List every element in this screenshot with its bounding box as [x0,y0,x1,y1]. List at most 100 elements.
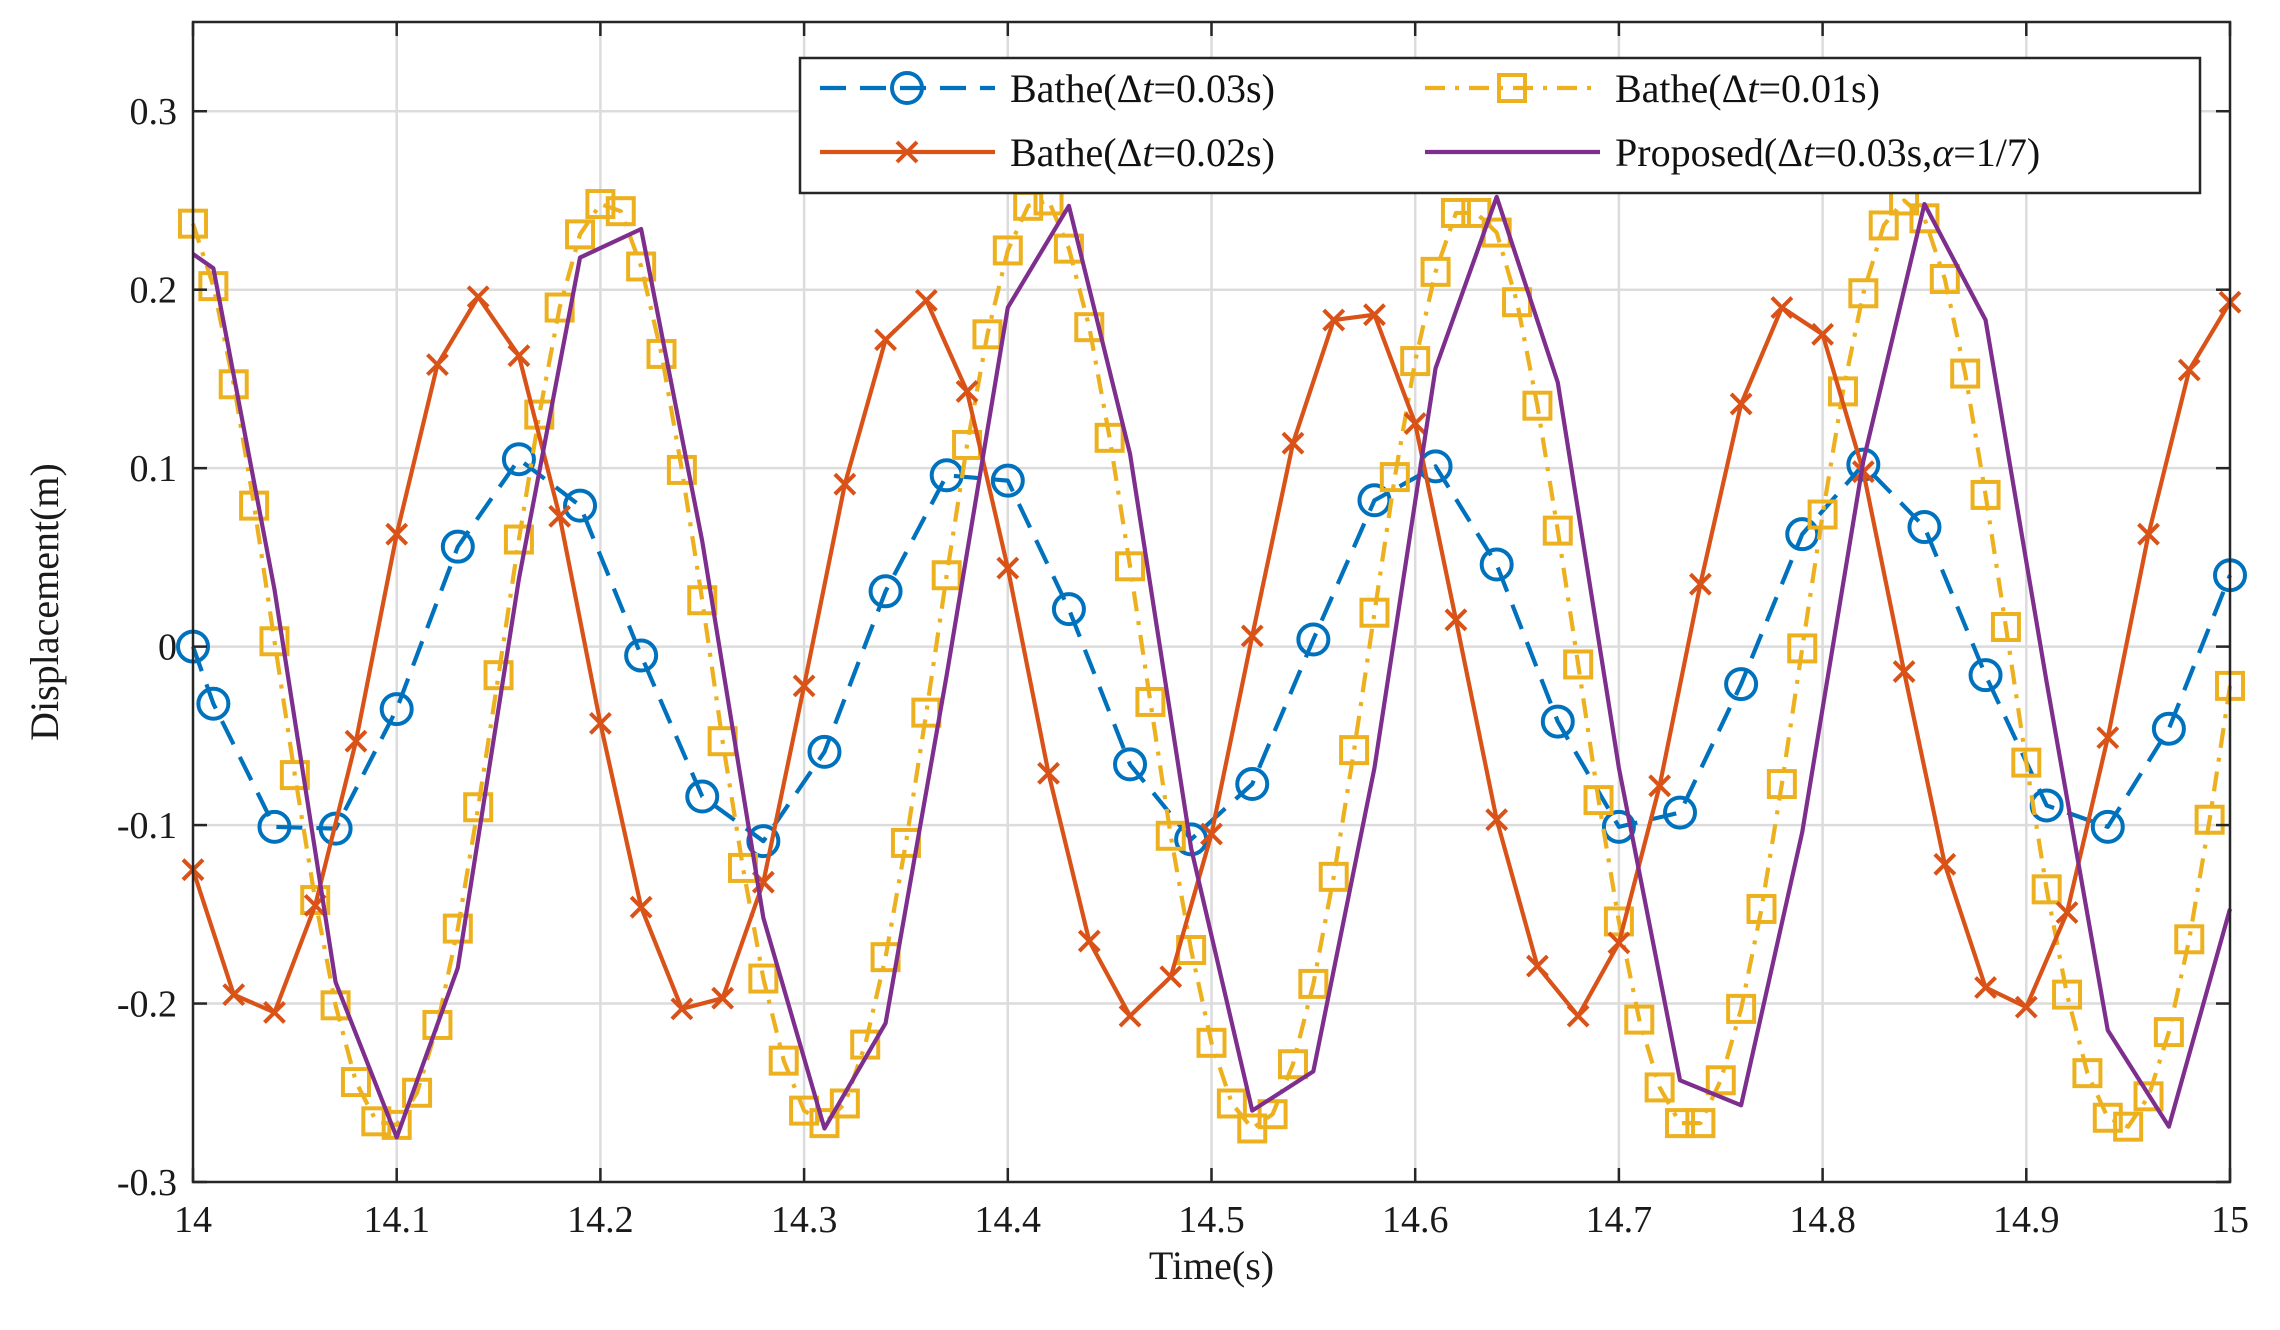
data-point-marker [1950,358,1981,389]
data-point-marker [746,824,781,859]
data-point-marker [563,488,598,523]
data-point-marker [1485,808,1509,832]
data-point-marker [1746,893,1777,924]
data-point-marker [996,556,1020,580]
data-point-marker [2133,1081,2164,1112]
data-point-marker [1155,820,1186,851]
data-point-marker [1685,1108,1716,1139]
data-point-marker [1807,499,1838,530]
data-point-marker [2096,726,2120,750]
data-point-marker [483,660,514,691]
data-point-marker [1318,861,1349,892]
x-tick-label: 14.5 [1178,1199,1245,1241]
data-point-marker [629,895,653,919]
legend-label: Proposed(Δt=0.03s,α=1/7) [1615,130,2040,175]
data-point-marker [1929,263,1960,294]
series-2 [181,285,2242,1028]
data-point-marker [2031,874,2062,905]
data-point-marker [1277,1049,1308,1080]
data-point-marker [565,219,596,250]
data-point-marker [809,1108,840,1139]
data-point-marker [1135,686,1166,717]
data-point-marker [1607,931,1631,955]
data-point-marker [2174,924,2205,955]
data-point-marker [1051,592,1086,627]
data-point-marker [422,1009,453,1040]
data-point-marker [257,809,292,844]
data-point-marker [1522,390,1553,421]
data-point-marker [1115,551,1146,582]
data-point-marker [1159,965,1183,989]
data-point-marker [548,504,572,528]
data-point-marker [1563,649,1594,680]
data-point-marker [1542,515,1573,546]
data-point-marker [1118,1004,1142,1028]
data-point-marker [1688,572,1712,596]
data-point-marker [1601,809,1636,844]
data-point-marker [807,734,842,769]
data-point-marker [711,986,735,1010]
data-point-marker [1240,624,1264,648]
data-point-marker [1663,795,1698,830]
data-point-marker [990,463,1025,498]
data-point-marker [585,189,616,220]
data-point-marker [1196,1027,1227,1058]
data-point-marker [624,638,659,673]
data-point-marker [463,792,494,823]
axis-ticks: 14 14.1 14.2 14.3 14.4 14.5 14.6 14.7 14.8 14.9 15… [117,22,2249,1241]
data-point-marker [1296,622,1331,657]
data-point-marker [1705,1065,1736,1096]
data-point-marker [501,442,536,477]
data-point-marker [1785,517,1820,552]
data-point-marker [833,472,857,496]
data-point-marker [1420,256,1451,287]
x-tick-label: 14.3 [771,1199,838,1241]
data-point-marker [263,1001,286,1024]
data-point-marker [1526,954,1549,978]
data-point-marker [2113,1111,2144,1142]
data-point-marker [2194,804,2225,835]
data-point-marker [687,585,718,616]
data-point-marker [1440,197,1471,228]
data-point-marker [2090,809,2125,844]
data-point-marker [344,729,368,753]
data-point-marker [868,574,903,609]
y-tick-label: 0 [158,627,177,669]
data-point-marker [2177,358,2201,382]
x-tick-label: 14 [174,1199,212,1241]
data-point-marker [2014,995,2038,1019]
data-point-marker [1037,761,1060,785]
data-point-marker [1770,296,1794,319]
data-point-marker [1281,431,1305,455]
data-point-marker [992,235,1023,266]
data-point-marker [1074,312,1105,343]
data-point-marker [2137,522,2160,546]
data-point-marker [1933,852,1957,876]
y-tick-label: -0.3 [117,1162,177,1204]
data-point-marker [2072,1058,2103,1089]
data-point-marker [1665,1108,1696,1139]
data-point-marker [1848,278,1879,309]
data-point-marker [1726,993,1757,1024]
data-point-marker [1892,660,1916,684]
data-point-marker [666,454,697,485]
data-point-marker [466,285,490,309]
legend-swatch-marker [890,71,924,105]
data-point-marker [1200,822,1223,846]
data-point-marker [1907,510,1942,545]
y-tick-label: 0.3 [130,91,178,133]
data-point-marker [1583,785,1614,816]
data-point-marker [2151,711,2186,746]
data-point-marker [955,380,979,403]
x-tick-label: 14.2 [567,1199,634,1241]
data-point-marker [440,529,475,564]
data-point-marker [279,760,310,791]
data-point-marker [1624,1004,1655,1035]
data-point-marker [2011,747,2042,778]
x-axis-label: Time(s) [1149,1243,1274,1288]
data-point-marker [385,522,409,546]
x-tick-label: 14.8 [1789,1199,1856,1241]
data-point-marker [426,353,449,377]
